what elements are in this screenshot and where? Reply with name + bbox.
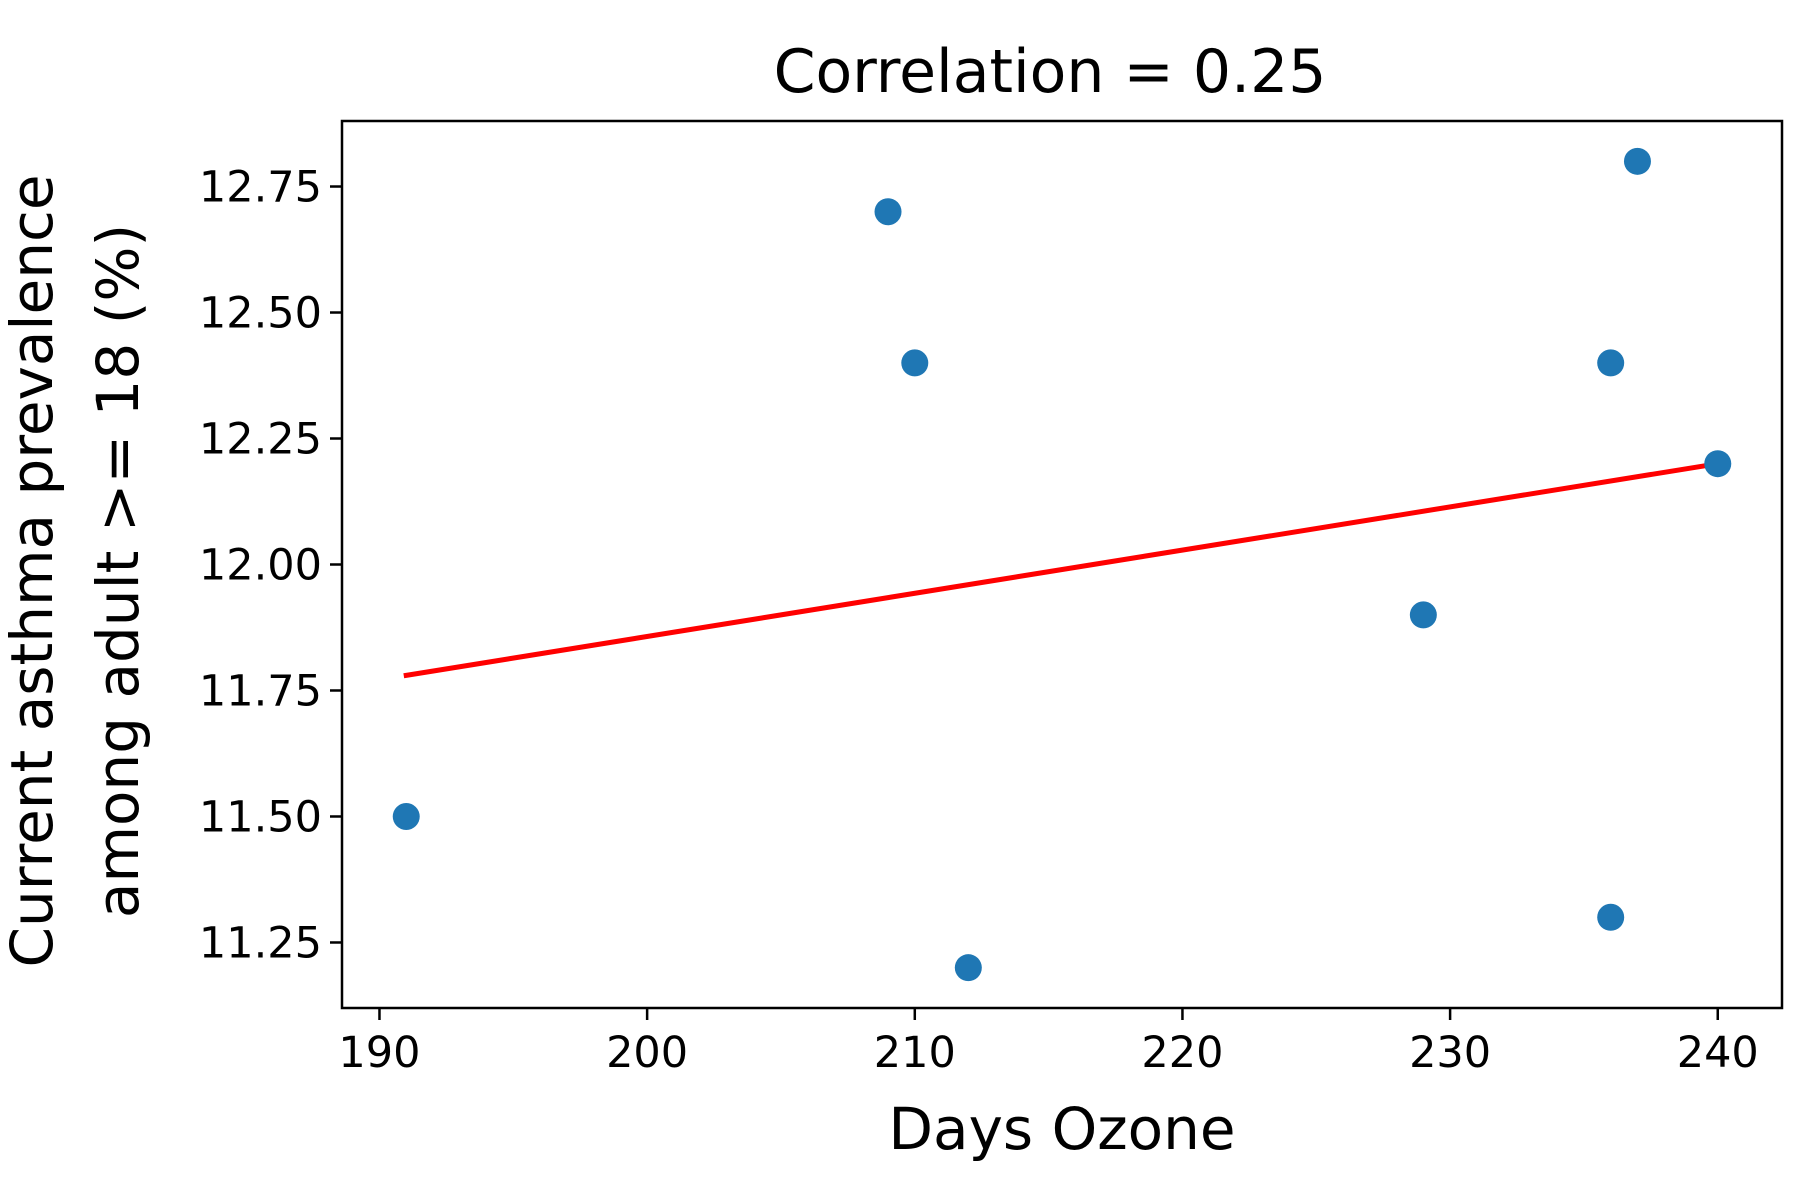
- data-point: [1623, 147, 1651, 175]
- x-tick-label: 210: [874, 1028, 956, 1078]
- y-tick-label: 12.25: [199, 415, 322, 465]
- trendline: [403, 460, 1721, 679]
- data-point: [954, 954, 982, 982]
- data-points: [392, 147, 1732, 982]
- x-tick-label: 230: [1409, 1028, 1491, 1078]
- x-axis: 190 200 210 220 230 240: [338, 1008, 1759, 1078]
- plot-frame: [340, 119, 1784, 1010]
- x-tick-label: 240: [1677, 1028, 1759, 1078]
- data-point: [901, 349, 929, 377]
- y-axis-label: Current asthma prevalence among adult >=…: [0, 174, 152, 967]
- x-tick-label: 220: [1141, 1028, 1223, 1078]
- data-point: [392, 802, 420, 830]
- y-tick-label: 11.75: [199, 666, 322, 716]
- y-tick-label: 12.50: [199, 289, 322, 339]
- data-point: [1704, 450, 1732, 478]
- y-tick-label: 11.50: [199, 792, 322, 842]
- trendline-layer: [403, 460, 1721, 679]
- data-point: [874, 198, 902, 226]
- x-axis-label: Days Ozone: [888, 1095, 1235, 1163]
- data-point: [1597, 349, 1625, 377]
- y-axis-label-line-1: Current asthma prevalence: [0, 174, 66, 967]
- x-tick-label: 200: [606, 1028, 688, 1078]
- y-axis: 11.25 11.50 11.75 12.00 12.25 12.50 12.75: [199, 163, 342, 968]
- y-axis-label-line-2: among adult >= 18 (%): [84, 224, 152, 918]
- y-tick-label: 11.25: [199, 918, 322, 968]
- y-tick-label: 12.75: [199, 163, 322, 213]
- y-tick-label: 12.00: [199, 541, 322, 591]
- chart-title: Correlation = 0.25: [774, 37, 1327, 107]
- x-tick-label: 190: [338, 1028, 420, 1078]
- data-point: [1597, 903, 1625, 931]
- data-point: [1409, 601, 1437, 629]
